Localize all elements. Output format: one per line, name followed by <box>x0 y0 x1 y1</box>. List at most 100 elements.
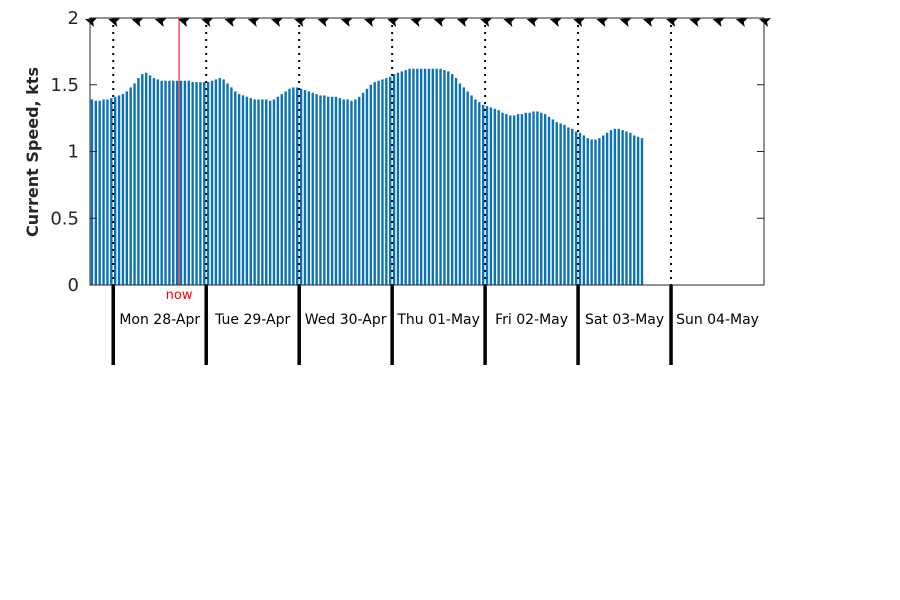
bar <box>629 132 632 285</box>
bar <box>633 135 636 285</box>
bar <box>323 95 326 286</box>
bar-series <box>90 68 644 286</box>
bar <box>412 68 415 285</box>
bar <box>582 135 586 285</box>
bar <box>481 104 485 286</box>
bar <box>245 96 249 286</box>
bar <box>528 112 531 285</box>
direction-arrow-icon <box>85 18 97 27</box>
bar <box>121 94 125 285</box>
bar <box>423 68 427 285</box>
bar <box>636 136 640 285</box>
bar <box>288 88 291 285</box>
bar <box>450 74 454 285</box>
bar <box>509 115 512 285</box>
bar <box>361 92 365 285</box>
y-axis: 0 0.5 1 1.5 2 <box>50 8 764 296</box>
direction-arrow-icon <box>224 18 237 27</box>
bar <box>129 87 132 285</box>
direction-arrow-icon <box>573 18 586 27</box>
direction-arrow-icon <box>456 18 469 27</box>
bar <box>338 98 342 285</box>
direction-arrow-icon <box>363 18 376 27</box>
bar <box>234 91 237 286</box>
direction-arrow-icon <box>689 18 702 27</box>
y-axis-label: Current Speed, kts <box>23 67 42 237</box>
bar <box>567 127 570 285</box>
bar <box>609 130 613 285</box>
bar <box>94 100 98 286</box>
bar <box>183 80 187 285</box>
bar <box>640 138 644 285</box>
direction-arrow-icon <box>666 18 679 27</box>
bar <box>253 99 256 285</box>
bar <box>621 130 624 285</box>
bar <box>474 99 477 285</box>
bar <box>187 80 190 285</box>
bar <box>334 96 338 286</box>
bar <box>419 68 423 285</box>
bar <box>462 87 465 285</box>
bar <box>222 79 225 285</box>
bar <box>602 135 605 285</box>
bar <box>454 78 458 285</box>
bar <box>466 91 469 286</box>
bar <box>160 80 163 285</box>
bar <box>598 138 601 285</box>
bar <box>505 114 508 286</box>
bar <box>605 132 609 285</box>
bar <box>342 99 345 285</box>
direction-arrow-icon <box>108 18 121 27</box>
bar <box>206 82 210 285</box>
bar <box>501 112 504 285</box>
bar <box>404 70 407 285</box>
bar <box>113 96 117 286</box>
bar <box>520 114 524 286</box>
day-label: Thu 01-May <box>396 312 480 328</box>
bar <box>613 128 617 285</box>
bar <box>543 114 547 286</box>
direction-arrow-icon <box>177 18 190 27</box>
bar <box>330 96 334 286</box>
bar <box>319 95 322 286</box>
direction-arrow-icon <box>201 18 214 27</box>
direction-arrow-icon <box>340 18 353 27</box>
bar <box>396 72 400 285</box>
bar <box>280 94 283 285</box>
bar <box>296 87 299 285</box>
direction-arrow-icon <box>154 18 167 27</box>
bar <box>311 92 314 285</box>
bar <box>551 119 555 286</box>
bar <box>230 87 233 285</box>
bar <box>354 99 357 285</box>
direction-arrow-icon <box>549 18 562 27</box>
direction-arrow-icon <box>526 18 539 27</box>
plot-frame <box>89 17 765 286</box>
y-tick-label: 1.5 <box>50 75 79 96</box>
bar <box>458 83 462 285</box>
bar <box>265 99 268 285</box>
bar <box>447 71 450 286</box>
direction-arrow-icon <box>480 18 493 27</box>
bar <box>512 115 516 285</box>
bar <box>276 96 280 286</box>
bar <box>485 106 489 285</box>
day-label: Fri 02-May <box>495 312 568 328</box>
bar <box>516 114 520 286</box>
day-label: Tue 29-Apr <box>214 312 290 328</box>
bar <box>90 99 94 285</box>
bar <box>435 68 438 285</box>
bar <box>373 82 376 285</box>
direction-arrow-icon <box>317 18 330 27</box>
bar <box>547 116 551 285</box>
bar <box>524 112 527 285</box>
bar <box>586 138 589 285</box>
bar <box>179 80 183 285</box>
bar <box>377 80 380 285</box>
bar <box>272 99 276 285</box>
bar <box>392 74 396 285</box>
direction-arrows <box>85 18 771 27</box>
bar <box>168 80 171 285</box>
direction-arrow-icon <box>712 18 725 27</box>
